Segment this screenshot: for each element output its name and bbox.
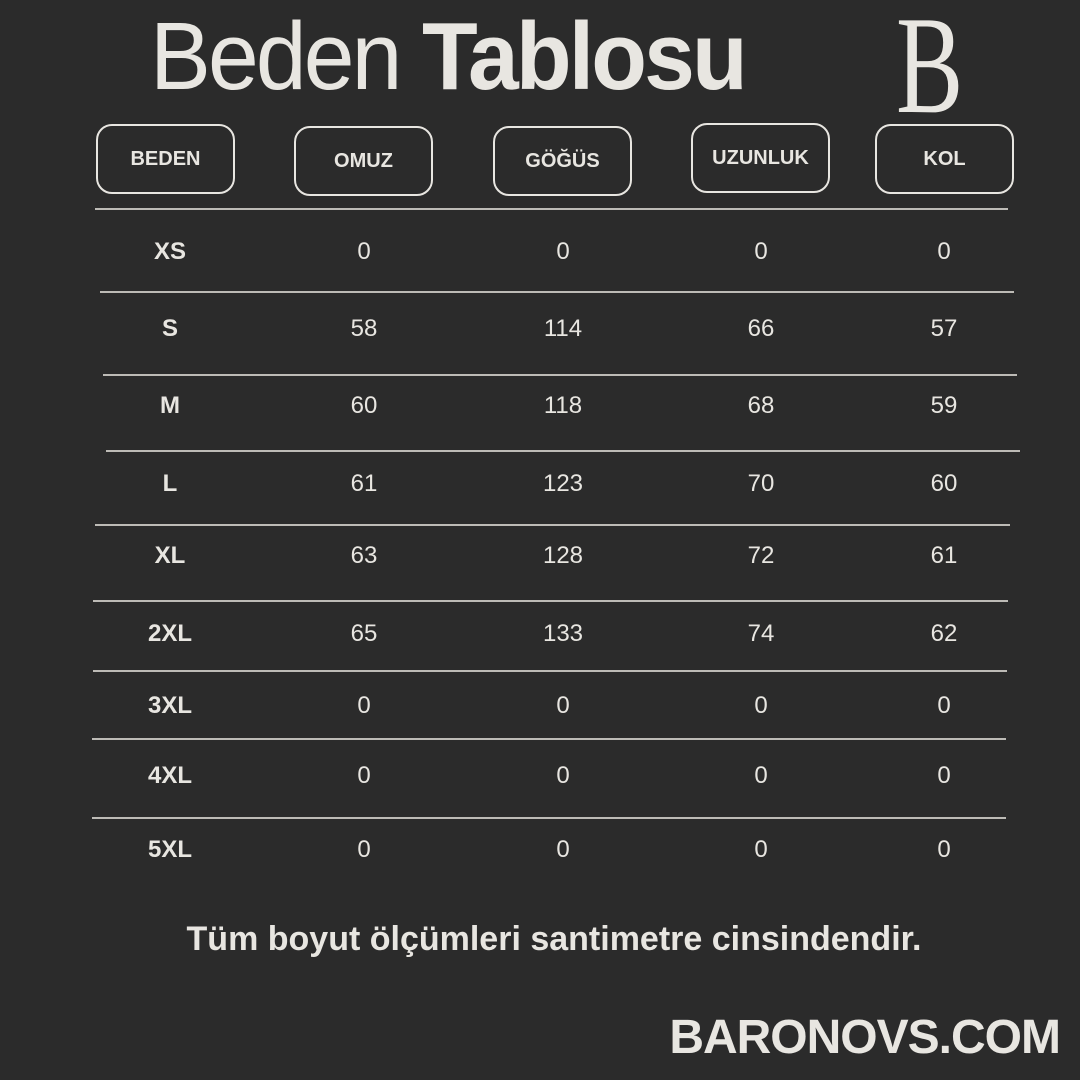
measurement-cell: 68 (747, 392, 775, 419)
row-divider (93, 600, 1008, 602)
measurement-cell: 123 (542, 470, 584, 497)
row-divider (95, 208, 1008, 210)
measurement-cell: 0 (556, 238, 570, 265)
column-header-beden: BEDEN (96, 124, 235, 194)
measurement-cell: 57 (930, 315, 958, 342)
title-bold: Tablosu (421, 3, 748, 110)
row-divider (93, 670, 1007, 672)
measurement-cell: 74 (747, 620, 775, 647)
row-divider (92, 817, 1006, 819)
units-note: Tüm boyut ölçümleri santimetre cinsinden… (186, 920, 922, 958)
measurement-cell: 0 (754, 238, 768, 265)
measurement-cell: 60 (350, 392, 378, 419)
size-label: 5XL (147, 836, 192, 863)
size-label: M (160, 392, 180, 419)
measurement-cell: 0 (556, 836, 570, 863)
measurement-cell: 0 (937, 238, 951, 265)
measurement-cell: 118 (543, 392, 583, 419)
column-header-uzunluk: UZUNLUK (691, 123, 830, 193)
measurement-cell: 0 (556, 762, 570, 789)
page-title: Beden Tablosu (150, 2, 748, 112)
measurement-cell: 114 (543, 315, 583, 342)
measurement-cell: 0 (357, 692, 371, 719)
title-light: Beden (150, 3, 402, 110)
measurement-cell: 66 (747, 315, 775, 342)
measurement-cell: 0 (754, 762, 768, 789)
measurement-cell: 133 (542, 620, 584, 647)
measurement-cell: 0 (754, 836, 768, 863)
measurement-cell: 65 (350, 620, 378, 647)
measurement-cell: 62 (930, 620, 958, 647)
measurement-cell: 0 (357, 836, 371, 863)
measurement-cell: 60 (930, 470, 958, 497)
brand-logo: B (896, 0, 964, 143)
row-divider (100, 291, 1014, 293)
measurement-cell: 0 (754, 692, 768, 719)
measurement-cell: 72 (747, 542, 775, 569)
column-header-göğüs: GÖĞÜS (493, 126, 632, 196)
measurement-cell: 61 (930, 542, 958, 569)
measurement-cell: 63 (350, 542, 378, 569)
measurement-cell: 0 (937, 836, 951, 863)
row-divider (106, 450, 1020, 452)
row-divider (95, 524, 1010, 526)
measurement-cell: 58 (350, 315, 378, 342)
column-header-omuz: OMUZ (294, 126, 433, 196)
row-divider (103, 374, 1017, 376)
column-header-kol: KOL (875, 124, 1014, 194)
size-label: XL (154, 542, 186, 569)
brand-website: BARONOVS.COM (669, 1011, 1061, 1064)
measurement-cell: 61 (350, 470, 378, 497)
row-divider (92, 738, 1006, 740)
size-label: 4XL (147, 762, 192, 789)
size-label: XS (153, 238, 186, 265)
measurement-cell: 128 (542, 542, 584, 569)
size-label: S (161, 315, 178, 342)
measurement-cell: 0 (357, 762, 371, 789)
measurement-cell: 0 (937, 692, 951, 719)
size-label: 3XL (147, 692, 192, 719)
measurement-cell: 0 (937, 762, 951, 789)
size-label: L (162, 470, 178, 497)
measurement-cell: 59 (930, 392, 958, 419)
size-label: 2XL (147, 620, 192, 647)
measurement-cell: 70 (747, 470, 775, 497)
measurement-cell: 0 (556, 692, 570, 719)
measurement-cell: 0 (357, 238, 371, 265)
